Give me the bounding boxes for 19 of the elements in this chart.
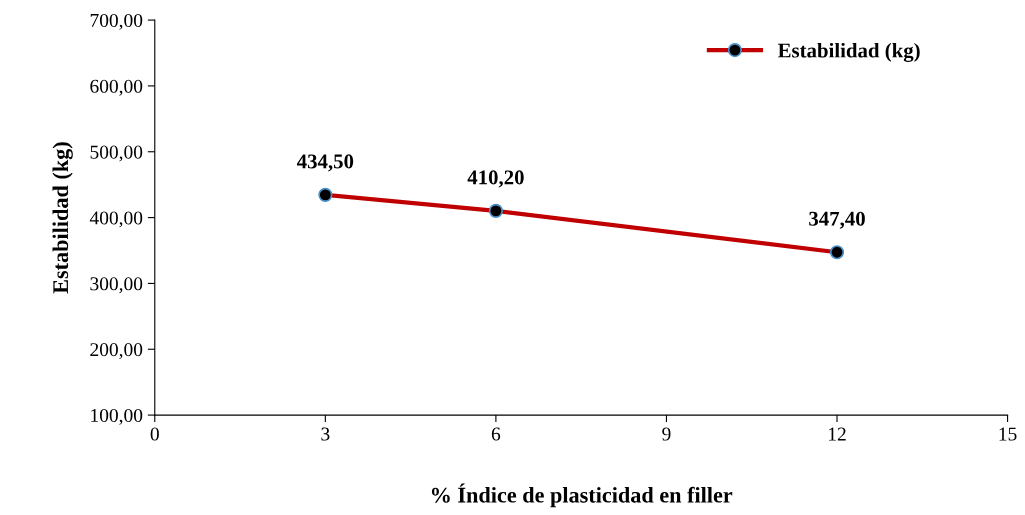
data-label: 347,40 (809, 211, 865, 229)
x-tick-label: 12 (829, 427, 846, 441)
x-tick-label: 9 (662, 427, 671, 441)
x-tick-label: 15 (999, 427, 1017, 441)
data-label: 410,20 (467, 170, 524, 188)
x-axis-title: % Índice de plasticidad en filler (431, 483, 733, 508)
x-tick-label: 6 (491, 427, 501, 441)
legend-label: Estabilidad (kg) (777, 42, 920, 62)
y-tick-label: 300,00 (90, 277, 143, 294)
y-tick-label: 200,00 (90, 343, 143, 359)
x-tick-label: 3 (321, 427, 330, 441)
y-tick-label: 500,00 (90, 145, 143, 162)
y-axis-title: Estabilidad (kg) (52, 142, 73, 294)
data-label: 434,50 (296, 154, 354, 172)
y-tick-label: 700,00 (90, 13, 143, 30)
x-tick-label: 0 (150, 427, 159, 441)
y-tick-label: 100,00 (91, 408, 143, 425)
y-tick-label: 600,00 (90, 79, 143, 96)
y-tick-label: 400,00 (89, 211, 143, 228)
